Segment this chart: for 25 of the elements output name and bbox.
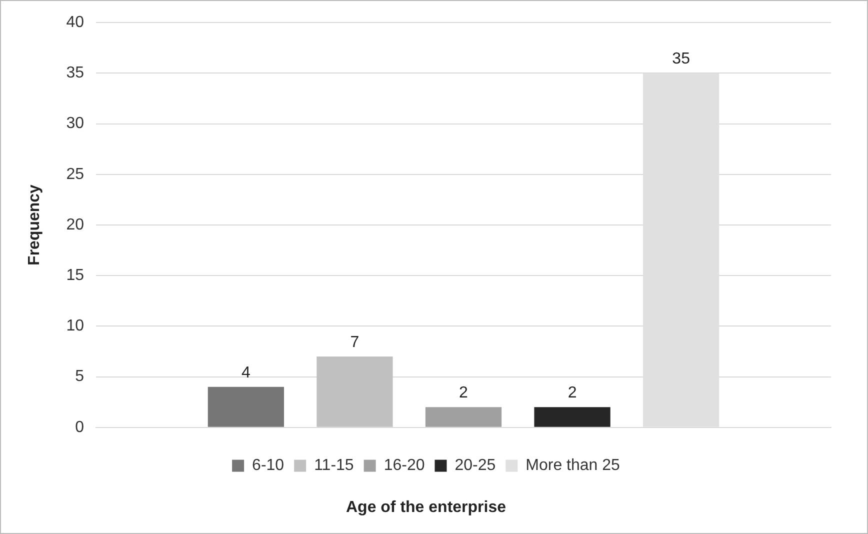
bar — [425, 407, 502, 427]
y-tick-label: 40 — [66, 14, 84, 32]
bar — [316, 356, 393, 427]
y-tick-label: 0 — [75, 418, 84, 436]
y-axis-title: Frequency — [26, 184, 44, 266]
data-label: 35 — [672, 50, 690, 68]
bar — [534, 407, 610, 427]
x-axis-title: Age of the enterprise — [346, 498, 506, 516]
legend-label: 11-15 — [314, 457, 354, 474]
legend-label: More than 25 — [526, 457, 620, 474]
y-tick-label: 10 — [66, 318, 84, 335]
y-tick-label: 20 — [66, 216, 84, 234]
y-tick-label: 15 — [66, 267, 84, 284]
data-label: 2 — [568, 384, 577, 402]
y-tick-label: 30 — [66, 115, 84, 132]
y-tick-label: 5 — [75, 368, 84, 386]
y-tick-label: 35 — [66, 64, 84, 82]
legend-label: 16-20 — [384, 457, 425, 474]
legend-label: 20-25 — [454, 457, 496, 474]
data-label: 4 — [241, 364, 250, 382]
data-label: 2 — [459, 384, 468, 402]
bar — [208, 386, 284, 427]
y-tick-label: 25 — [66, 166, 84, 183]
legend-label: 6-10 — [252, 457, 284, 474]
data-label: 7 — [350, 334, 360, 351]
